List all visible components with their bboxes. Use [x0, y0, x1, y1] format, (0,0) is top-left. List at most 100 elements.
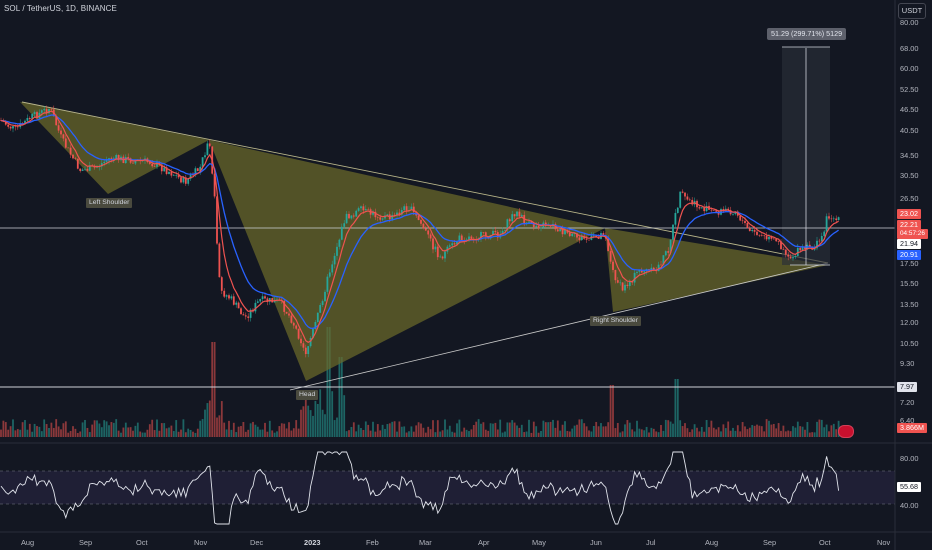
volume-bar: [482, 422, 485, 437]
volume-bar: [662, 430, 665, 437]
candle-body: [480, 232, 482, 239]
volume-bar: [624, 424, 626, 437]
candle-body: [588, 239, 590, 241]
volume-bar: [312, 415, 314, 437]
volume-bar: [470, 429, 473, 437]
candle-body: [456, 241, 458, 245]
candle-body: [501, 230, 504, 235]
candle-body: [36, 112, 38, 119]
volume-bar: [583, 423, 586, 437]
volume-bar: [232, 422, 235, 437]
volume-bar: [374, 431, 377, 437]
volume-bar: [256, 426, 259, 437]
volume-bar: [818, 419, 821, 437]
candle-body: [602, 233, 605, 237]
volume-bar: [398, 421, 401, 437]
volume-bar: [768, 420, 770, 437]
candle-body: [405, 206, 408, 211]
volume-bar: [187, 428, 190, 437]
volume-bar: [775, 428, 778, 437]
volume-bar: [552, 419, 554, 437]
volume-bar: [432, 420, 434, 437]
time-label: Aug: [21, 538, 35, 547]
volume-bar: [626, 420, 629, 437]
volume-bar: [566, 430, 569, 437]
candle-body: [225, 295, 228, 297]
volume-bar: [372, 421, 374, 437]
candle-body: [302, 343, 305, 348]
candle-body: [758, 234, 761, 236]
volume-bar: [463, 427, 466, 437]
candle-body: [237, 302, 240, 309]
low-line-tag: 7.97: [897, 382, 917, 392]
volume-bar: [828, 431, 830, 437]
volume-bar: [753, 425, 756, 437]
candle-body: [156, 162, 158, 167]
candle-body: [556, 229, 559, 232]
left-shoulder-label[interactable]: Left Shoulder: [86, 198, 133, 208]
candle-body: [609, 251, 612, 262]
candle-body: [513, 214, 516, 217]
volume-bar: [379, 430, 382, 437]
candle-body: [559, 228, 562, 232]
volume-bar: [499, 419, 502, 437]
candle-body: [400, 210, 403, 215]
volume-bar: [537, 432, 540, 437]
volume-bar: [252, 421, 254, 437]
candle-body: [124, 157, 127, 164]
candle-body: [316, 312, 319, 323]
volume-bar: [201, 419, 204, 437]
volume-bar: [652, 428, 655, 437]
volume-bar: [640, 429, 643, 437]
volume-bar: [777, 423, 780, 437]
candle-body: [823, 231, 826, 236]
symbol-title[interactable]: SOL / TetherUS, 1D, BINANCE: [4, 4, 117, 13]
candle-body: [607, 238, 610, 252]
volume-bar: [792, 426, 794, 437]
candle-body: [288, 313, 290, 316]
candle-body: [360, 206, 362, 209]
volume-bar: [309, 410, 312, 437]
candle-body: [48, 108, 50, 114]
currency-button[interactable]: USDT: [898, 3, 926, 19]
volume-bar: [468, 431, 470, 437]
candle-body: [650, 267, 653, 271]
candle-body: [794, 256, 797, 258]
volume-bar: [117, 430, 120, 437]
candle-body: [336, 246, 338, 256]
candle-body: [57, 125, 60, 131]
candle-body: [331, 264, 334, 273]
volume-bar: [724, 428, 727, 437]
head-label[interactable]: Head: [296, 390, 319, 400]
candle-body: [355, 210, 358, 217]
volume-bar: [79, 431, 82, 437]
head-and-shoulders-pattern[interactable]: [20, 101, 829, 391]
candle-body: [492, 230, 494, 236]
candle-body: [307, 346, 310, 355]
candle-body: [292, 322, 295, 326]
right-shoulder-label[interactable]: Right Shoulder: [590, 316, 641, 326]
volume-bar: [780, 430, 782, 437]
pattern-upper-trendline: [21, 101, 829, 264]
price-tick: 80.00: [900, 18, 919, 27]
volume-bar: [441, 430, 444, 437]
volume-bar: [400, 426, 403, 437]
volume-bar: [110, 422, 113, 437]
candle-body: [775, 239, 778, 242]
measure-label[interactable]: 51.29 (299.71%) 5129: [767, 28, 847, 40]
volume-bar: [456, 423, 458, 437]
candle-body: [628, 281, 631, 286]
candle-body: [626, 284, 629, 286]
candle-body: [595, 235, 598, 237]
volume-bar: [204, 409, 206, 437]
volume-bar: [770, 424, 773, 437]
candle-body: [698, 207, 701, 209]
candle-body: [187, 178, 190, 184]
flag-icon[interactable]: [838, 425, 854, 438]
volume-bar: [439, 431, 442, 437]
volume-bar: [230, 429, 233, 437]
volume-bar: [496, 429, 499, 437]
candle-body: [782, 249, 785, 250]
volume-bar: [175, 420, 178, 437]
